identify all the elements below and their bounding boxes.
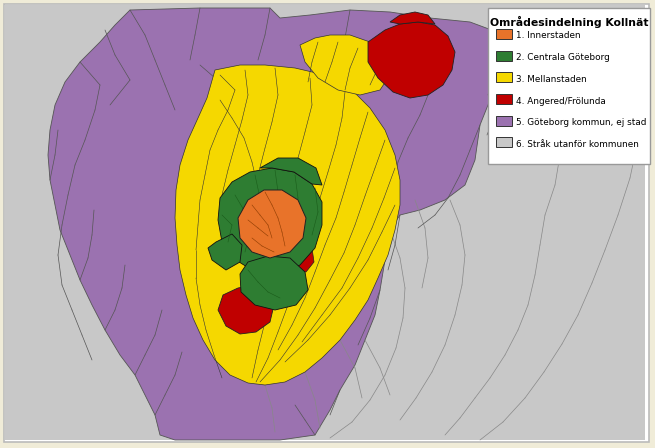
Text: 3. Mellanstaden: 3. Mellanstaden [516,75,587,84]
Polygon shape [218,168,322,274]
Polygon shape [390,12,435,24]
Bar [496,72,512,82]
Text: 1. Innerstaden: 1. Innerstaden [516,31,580,40]
Polygon shape [260,158,322,185]
Polygon shape [5,5,645,440]
Bar [496,51,512,60]
Text: 4. Angered/Frölunda: 4. Angered/Frölunda [516,96,606,105]
Polygon shape [368,22,455,98]
Text: 5. Göteborg kommun, ej stad: 5. Göteborg kommun, ej stad [516,118,646,127]
Text: 2. Centrala Göteborg: 2. Centrala Göteborg [516,53,610,62]
Polygon shape [283,242,314,272]
Polygon shape [48,8,520,440]
Text: 6. Stråk utanför kommunen: 6. Stråk utanför kommunen [516,140,639,149]
Polygon shape [175,65,400,385]
Polygon shape [300,35,390,95]
Bar [496,116,512,126]
Bar [496,138,512,147]
Text: Områdesindelning Kollnät: Områdesindelning Kollnät [490,16,648,28]
Polygon shape [208,234,242,270]
FancyBboxPatch shape [488,8,650,164]
Polygon shape [238,190,306,258]
Polygon shape [218,285,274,334]
Bar [496,29,512,39]
Polygon shape [240,256,308,310]
FancyBboxPatch shape [4,4,649,442]
Bar [496,94,512,104]
